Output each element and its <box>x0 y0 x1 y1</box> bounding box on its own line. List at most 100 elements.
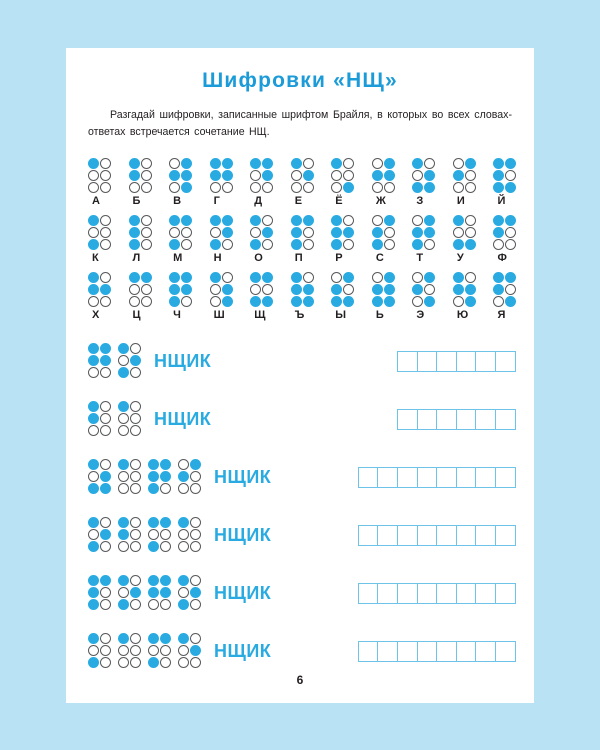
answer-box[interactable] <box>495 524 516 546</box>
answer-box[interactable] <box>396 408 418 430</box>
braille-cell-К <box>88 214 112 251</box>
answer-box[interactable] <box>416 640 438 662</box>
braille-dot-row <box>209 157 234 170</box>
braille-dot-empty-icon <box>88 424 99 436</box>
answer-box[interactable] <box>377 582 399 604</box>
braille-dot-row <box>88 482 112 495</box>
braille-dot-empty-icon <box>118 644 129 656</box>
answer-box[interactable] <box>357 582 379 604</box>
alphabet-entry-Д: Д <box>250 157 291 207</box>
answer-box[interactable] <box>475 524 497 546</box>
braille-dot-empty-icon <box>331 169 343 181</box>
braille-dot-empty-icon <box>250 169 262 181</box>
braille-dot-row <box>209 226 234 239</box>
answer-box[interactable] <box>396 350 418 372</box>
braille-dot-filled-icon <box>100 283 111 295</box>
answer-boxes[interactable] <box>396 350 516 372</box>
answer-box[interactable] <box>416 466 438 488</box>
braille-dot-row <box>88 354 112 367</box>
braille-dot-row <box>88 516 112 529</box>
braille-dot-filled-icon <box>88 656 99 668</box>
braille-cell-Г <box>209 157 234 194</box>
answer-box[interactable] <box>416 524 438 546</box>
answer-box[interactable] <box>436 350 458 372</box>
braille-dot-filled-icon <box>464 238 476 250</box>
answer-box[interactable] <box>377 524 399 546</box>
braille-dot-empty-icon <box>130 412 141 424</box>
answer-boxes[interactable] <box>357 582 516 604</box>
braille-dot-empty-icon <box>100 226 111 238</box>
answer-box[interactable] <box>357 524 379 546</box>
answer-boxes[interactable] <box>357 640 516 662</box>
answer-box[interactable] <box>475 582 497 604</box>
braille-dot-empty-icon <box>505 283 517 295</box>
answer-box[interactable] <box>455 582 477 604</box>
braille-cell-У <box>452 214 477 251</box>
answer-box[interactable] <box>377 466 399 488</box>
alphabet-letter-label: Щ <box>254 308 266 321</box>
braille-dot-row <box>178 598 202 611</box>
braille-dot-filled-icon <box>290 295 302 307</box>
braille-dot-row <box>452 157 477 170</box>
braille-dot-empty-icon <box>221 181 233 193</box>
answer-box[interactable] <box>416 408 438 430</box>
braille-dot-empty-icon <box>130 400 141 412</box>
braille-dot-row <box>128 283 153 296</box>
braille-cell <box>148 574 172 611</box>
alphabet-row: К Л М Н О П Р С Т У Ф <box>66 214 534 264</box>
answer-boxes[interactable] <box>357 466 516 488</box>
braille-dot-row <box>88 238 112 251</box>
braille-dot-row <box>331 214 355 227</box>
answer-box[interactable] <box>455 640 477 662</box>
answer-box[interactable] <box>357 466 379 488</box>
answer-box[interactable] <box>495 408 516 430</box>
braille-dot-row <box>371 238 396 251</box>
braille-dot-empty-icon <box>160 656 171 668</box>
answer-box[interactable] <box>455 466 477 488</box>
braille-dot-filled-icon <box>250 238 262 250</box>
braille-dot-row <box>412 283 436 296</box>
answer-box[interactable] <box>436 408 458 430</box>
answer-box[interactable] <box>396 582 418 604</box>
braille-dot-filled-icon <box>128 226 140 238</box>
answer-box[interactable] <box>495 640 516 662</box>
answer-box[interactable] <box>416 350 438 372</box>
answer-box[interactable] <box>436 640 458 662</box>
answer-box[interactable] <box>495 466 516 488</box>
braille-dot-filled-icon <box>250 295 262 307</box>
braille-dot-empty-icon <box>140 181 152 193</box>
answer-box[interactable] <box>495 582 516 604</box>
answer-box[interactable] <box>475 350 497 372</box>
answer-box[interactable] <box>455 350 477 372</box>
answer-box[interactable] <box>396 466 418 488</box>
braille-dot-row <box>209 214 234 227</box>
answer-box[interactable] <box>396 640 418 662</box>
answer-box[interactable] <box>436 466 458 488</box>
answer-box[interactable] <box>475 466 497 488</box>
braille-dot-row <box>169 295 193 308</box>
answer-box[interactable] <box>455 524 477 546</box>
braille-dot-row <box>88 412 112 425</box>
braille-cell <box>88 458 112 495</box>
answer-boxes[interactable] <box>357 524 516 546</box>
alphabet-letter-label: Д <box>254 194 263 207</box>
answer-box[interactable] <box>416 582 438 604</box>
answer-box[interactable] <box>377 640 399 662</box>
answer-boxes[interactable] <box>396 408 516 430</box>
answer-box[interactable] <box>436 524 458 546</box>
braille-dot-filled-icon <box>181 157 193 169</box>
answer-box[interactable] <box>475 408 497 430</box>
answer-box[interactable] <box>475 640 497 662</box>
braille-dot-empty-icon <box>100 238 111 250</box>
answer-box[interactable] <box>455 408 477 430</box>
braille-dot-filled-icon <box>178 632 189 644</box>
answer-box[interactable] <box>357 640 379 662</box>
braille-dot-row <box>128 181 153 194</box>
braille-dot-filled-icon <box>190 644 201 656</box>
braille-dot-row <box>178 574 202 587</box>
braille-dot-filled-icon <box>331 226 343 238</box>
answer-box[interactable] <box>495 350 516 372</box>
answer-box[interactable] <box>436 582 458 604</box>
answer-box[interactable] <box>396 524 418 546</box>
